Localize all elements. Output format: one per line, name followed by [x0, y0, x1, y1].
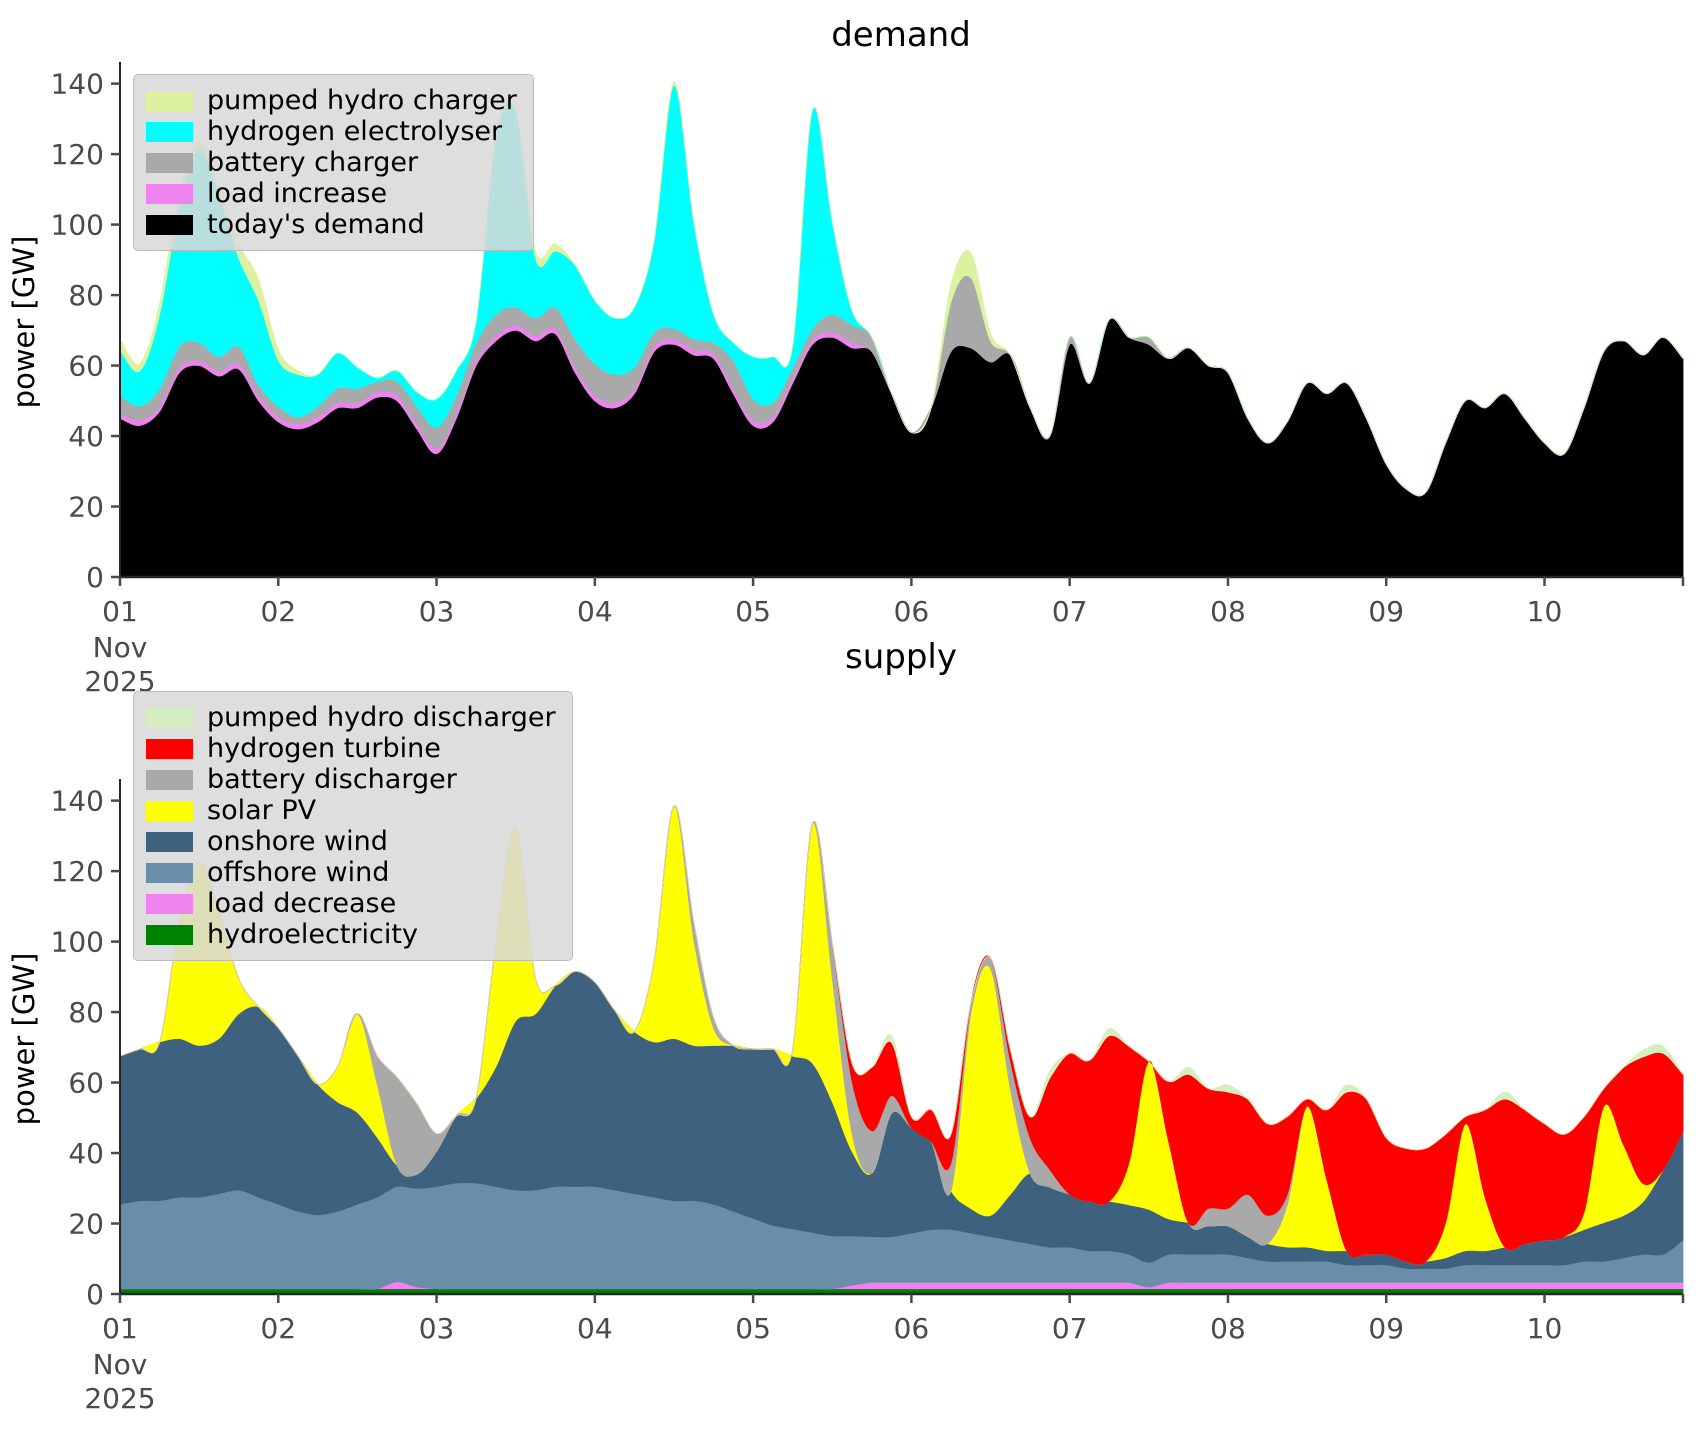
legend-label: hydrogen electrolyser — [207, 116, 503, 147]
x-tick-label: 01 — [102, 1312, 138, 1345]
legend-swatch-icon — [146, 831, 193, 852]
legend-label: load decrease — [207, 888, 397, 919]
x-tick-label: 07 — [1052, 1312, 1088, 1345]
legend-label: onshore wind — [207, 826, 388, 857]
x-tick-label: 06 — [894, 1312, 930, 1345]
legend-swatch-icon — [146, 862, 193, 883]
legend-label: pumped hydro discharger — [207, 702, 556, 733]
y-tick-label: 40 — [68, 1137, 104, 1170]
legend-swatch-icon — [146, 893, 193, 914]
x-tick-label: 08 — [1210, 1312, 1246, 1345]
legend-item: load decrease — [146, 888, 556, 919]
legend-swatch-icon — [146, 214, 193, 235]
x-tick-label: 02 — [260, 595, 296, 628]
legend-item: pumped hydro discharger — [146, 702, 556, 733]
x-tick-label: 02 — [260, 1312, 296, 1345]
legend-item: onshore wind — [146, 826, 556, 857]
x-tick-label: 01 — [102, 595, 138, 628]
x-tick-label: 09 — [1368, 1312, 1404, 1345]
y-tick-label: 0 — [86, 1278, 104, 1311]
legend-item: hydroelectricity — [146, 919, 556, 950]
y-tick-label: 80 — [68, 996, 104, 1029]
chart-title-demand: demand — [831, 15, 971, 55]
legend-label: load increase — [207, 178, 388, 209]
y-tick-label: 100 — [51, 209, 104, 242]
y-tick-label: 20 — [68, 1208, 104, 1241]
y-tick-label: 140 — [51, 68, 104, 101]
legend-item: solar PV — [146, 795, 556, 826]
legend-demand: pumped hydro charger hydrogen electrolyse… — [133, 74, 534, 251]
legend-item: load increase — [146, 178, 517, 209]
x-tick-label: 10 — [1527, 595, 1563, 628]
legend-label: battery charger — [207, 147, 419, 178]
x-axis-year-label: 2025 — [84, 1382, 155, 1415]
x-tick-label: 05 — [735, 1312, 771, 1345]
chart-title-supply: supply — [845, 637, 957, 677]
x-tick-label: 05 — [735, 595, 771, 628]
legend-supply: pumped hydro discharger hydrogen turbine b… — [133, 691, 573, 961]
x-tick-label: 03 — [419, 1312, 455, 1345]
y-tick-label: 100 — [51, 926, 104, 959]
legend-label: offshore wind — [207, 857, 390, 888]
x-tick-label: 09 — [1368, 595, 1404, 628]
legend-item: hydrogen electrolyser — [146, 116, 517, 147]
x-tick-label: 03 — [419, 595, 455, 628]
y-tick-label: 20 — [68, 491, 104, 524]
legend-swatch-icon — [146, 152, 193, 173]
y-tick-label: 40 — [68, 420, 104, 453]
x-tick-label: 04 — [577, 595, 613, 628]
legend-item: hydrogen turbine — [146, 733, 556, 764]
y-tick-label: 120 — [51, 855, 104, 888]
x-tick-label: 07 — [1052, 595, 1088, 628]
legend-swatch-icon — [146, 707, 193, 728]
y-tick-label: 140 — [51, 785, 104, 818]
legend-item: battery discharger — [146, 764, 556, 795]
y-axis-label-demand: power [GW] — [7, 236, 41, 409]
legend-item: pumped hydro charger — [146, 85, 517, 116]
legend-swatch-icon — [146, 90, 193, 111]
x-axis-month-label: Nov — [93, 1348, 148, 1381]
legend-item: battery charger — [146, 147, 517, 178]
y-tick-label: 60 — [68, 1067, 104, 1100]
x-tick-label: 08 — [1210, 595, 1246, 628]
y-tick-label: 80 — [68, 279, 104, 312]
x-tick-label: 06 — [894, 595, 930, 628]
legend-swatch-icon — [146, 121, 193, 142]
legend-swatch-icon — [146, 924, 193, 945]
y-tick-label: 60 — [68, 350, 104, 383]
legend-item: offshore wind — [146, 857, 556, 888]
legend-swatch-icon — [146, 738, 193, 759]
y-axis-label-supply: power [GW] — [7, 953, 41, 1126]
legend-label: solar PV — [207, 795, 317, 826]
legend-item: today's demand — [146, 209, 517, 240]
x-tick-label: 10 — [1527, 1312, 1563, 1345]
legend-label: hydrogen turbine — [207, 733, 441, 764]
legend-label: pumped hydro charger — [207, 85, 517, 116]
legend-label: today's demand — [207, 209, 425, 240]
legend-swatch-icon — [146, 769, 193, 790]
x-tick-label: 04 — [577, 1312, 613, 1345]
area-todays_demand — [119, 317, 1684, 578]
area-pumped_hydro_discharger — [119, 805, 1684, 1151]
legend-label: battery discharger — [207, 764, 457, 795]
y-tick-label: 120 — [51, 138, 104, 171]
legend-swatch-icon — [146, 183, 193, 204]
legend-label: hydroelectricity — [207, 919, 418, 950]
legend-swatch-icon — [146, 800, 193, 821]
x-axis-month-label: Nov — [93, 631, 148, 664]
y-tick-label: 0 — [86, 561, 104, 594]
area-pumped_hydro_charger — [119, 81, 1684, 497]
